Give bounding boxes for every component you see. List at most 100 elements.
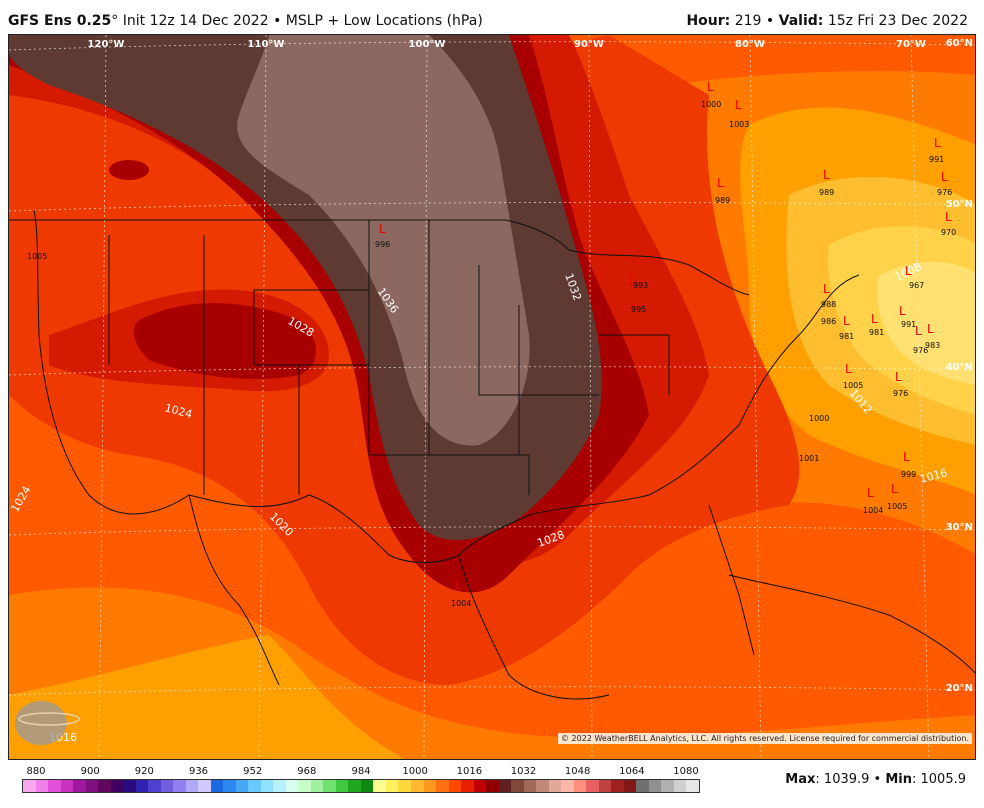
low-marker: L [945,210,952,224]
low-value: 989 [819,188,834,197]
scale-swatch [623,780,637,792]
scale-swatch [636,780,649,792]
low-marker: L [927,322,934,336]
color-scale [22,779,700,793]
scale-swatch [348,780,361,792]
hour-label: Hour: [686,13,731,29]
low-value: 1005 [887,502,907,511]
scale-swatch [185,780,199,792]
scale-label: 1032 [510,766,537,777]
min-label: Min [885,772,912,787]
low-value: 981 [839,332,854,341]
lon-label: 90°W [574,39,604,50]
low-marker: L [735,98,742,112]
isobar-core-1040 [237,35,530,446]
scale-swatch [573,780,587,792]
scale-swatch [498,780,512,792]
low-marker: L [903,450,910,464]
scale-swatch [260,780,274,792]
isobar-lobe-west-core [133,303,316,380]
low-value: 995 [631,305,646,314]
scale-swatch [461,780,474,792]
lon-label: 110°W [248,39,285,50]
isobar-nw-lobe [109,160,149,180]
scale-label: 936 [188,766,209,777]
scale-swatch [586,780,599,792]
scale-swatch [335,780,349,792]
title-left: GFS Ens 0.25° Init 12z 14 Dec 2022 • MSL… [8,13,483,29]
scale-swatch [511,780,524,792]
scale-swatch [473,780,487,792]
scale-label: 900 [80,766,100,777]
low-value: 991 [929,155,944,164]
lat-label: 30°N [946,522,973,533]
scale-label: 952 [243,766,263,777]
scale-swatch [673,780,687,792]
scale-swatch [436,780,449,792]
low-marker: L [895,370,902,384]
init-info: ° Init 12z 14 Dec 2022 • MSLP + Low Loca… [111,13,483,29]
scale-swatch [210,780,224,792]
valid-value: 15z Fri 23 Dec 2022 [827,13,968,29]
low-value: 986 [821,317,836,326]
scale-label: 880 [26,766,46,777]
weatherbell-logo [15,701,80,745]
lon-label: 100°W [409,39,446,50]
scale-swatch [611,780,624,792]
low-value: 989 [715,196,730,205]
low-marker: L [899,304,906,318]
longitude-labels: 120°W 110°W 100°W 90°W 80°W 70°W [88,39,926,50]
low-marker: L [455,578,462,592]
lat-label: 20°N [946,683,973,694]
scale-swatch [398,780,411,792]
low-value: 999 [901,470,916,479]
lon-label: 120°W [88,39,125,50]
mslp-map: 120°W 110°W 100°W 90°W 80°W 70°W 60°N 50… [8,34,976,760]
scale-swatch [448,780,462,792]
scale-swatch [373,780,386,792]
max-min-readout: Max: 1039.9 • Min: 1005.9 [785,772,966,787]
scale-swatch [98,780,111,792]
scale-label: 1080 [673,766,699,777]
low-marker: L [867,486,874,500]
low-value: 976 [913,346,928,355]
scale-swatch [310,780,324,792]
model-name: GFS Ens 0.25 [8,13,112,29]
low-value: 1004 [451,599,471,608]
scale-swatch [60,780,74,792]
scale-swatch [23,780,36,792]
low-marker: L [717,176,724,190]
scale-swatch [410,780,424,792]
low-value: 1001 [799,454,819,463]
scale-label: 1064 [619,766,645,777]
low-marker: L [843,314,850,328]
copyright-notice: © 2022 WeatherBELL Analytics, LLC. All r… [558,733,972,744]
hour-value: 219 [734,13,762,29]
scale-swatch [73,780,86,792]
scale-swatch [35,780,49,792]
map-header: GFS Ens 0.25° Init 12z 14 Dec 2022 • MSL… [0,0,984,34]
lat-label: 60°N [946,38,973,49]
low-marker: L [891,482,898,496]
max-value: : 1039.9 • [815,772,886,787]
scale-label: 1000 [402,766,428,777]
low-value: 1000 [809,414,829,423]
low-marker: L [823,282,830,296]
low-value: 981 [869,328,884,337]
scale-swatch [123,780,136,792]
scale-swatch [360,780,374,792]
low-value: 996 [375,240,390,249]
low-marker: L [871,312,878,326]
low-value: 976 [893,389,908,398]
latitude-labels: 60°N 50°N 40°N 30°N 20°N [946,38,973,694]
low-value: 991 [901,320,916,329]
low-value: 988 [821,300,836,309]
scale-swatch [298,780,311,792]
low-value: 967 [909,281,924,290]
scale-swatch [110,780,124,792]
scale-swatch [523,780,537,792]
scale-swatch [160,780,174,792]
scale-swatch [148,780,161,792]
scale-swatch [85,780,99,792]
scale-swatch [561,780,574,792]
